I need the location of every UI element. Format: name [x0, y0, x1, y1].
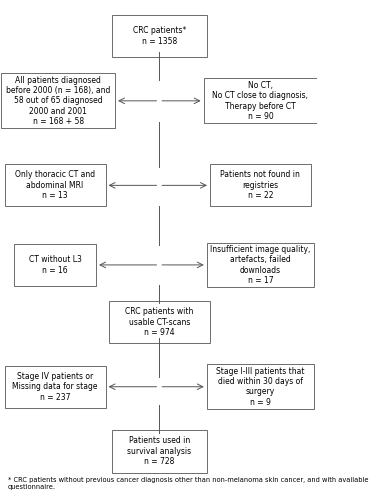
Text: Stage IV patients or
Missing data for stage
n = 237: Stage IV patients or Missing data for st…	[12, 372, 98, 402]
Text: CRC patients*
n = 1358: CRC patients* n = 1358	[133, 26, 186, 46]
FancyBboxPatch shape	[207, 242, 314, 288]
FancyBboxPatch shape	[210, 164, 311, 206]
Text: Only thoracic CT and
abdominal MRI
n = 13: Only thoracic CT and abdominal MRI n = 1…	[15, 170, 95, 200]
FancyBboxPatch shape	[14, 244, 96, 286]
FancyBboxPatch shape	[2, 74, 115, 128]
Text: Stage I-III patients that
died within 30 days of
surgery
n = 9: Stage I-III patients that died within 30…	[216, 366, 305, 407]
Text: No CT,
No CT close to diagnosis,
Therapy before CT
n = 90: No CT, No CT close to diagnosis, Therapy…	[212, 80, 308, 121]
FancyBboxPatch shape	[5, 164, 106, 206]
FancyBboxPatch shape	[109, 301, 210, 343]
FancyBboxPatch shape	[112, 430, 207, 472]
Text: Insufficient image quality,
artefacts, failed
downloads
n = 17: Insufficient image quality, artefacts, f…	[210, 245, 311, 285]
Text: Patients used in
survival analysis
n = 728: Patients used in survival analysis n = 7…	[127, 436, 191, 466]
Text: * CRC patients without previous cancer diagnosis other than non-melanoma skin ca: * CRC patients without previous cancer d…	[8, 476, 368, 490]
Text: All patients diagnosed
before 2000 (n = 168), and
58 out of 65 diagnosed
2000 an: All patients diagnosed before 2000 (n = …	[6, 76, 110, 126]
FancyBboxPatch shape	[203, 78, 317, 123]
FancyBboxPatch shape	[207, 364, 314, 409]
Text: CRC patients with
usable CT-scans
n = 974: CRC patients with usable CT-scans n = 97…	[125, 307, 193, 337]
Text: Patients not found in
registries
n = 22: Patients not found in registries n = 22	[220, 170, 300, 200]
FancyBboxPatch shape	[5, 366, 106, 408]
Text: CT without L3
n = 16: CT without L3 n = 16	[29, 255, 81, 274]
FancyBboxPatch shape	[112, 15, 207, 58]
